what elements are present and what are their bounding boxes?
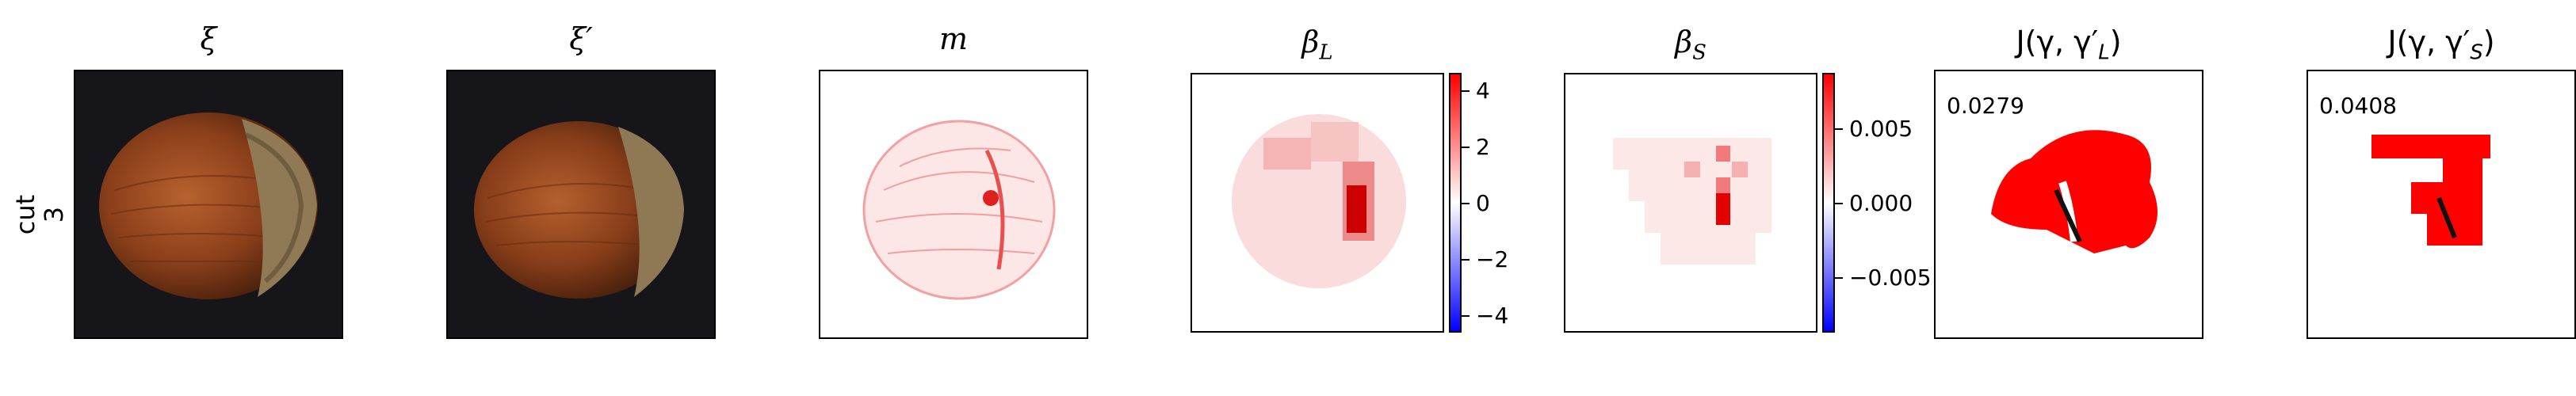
- panel-beta-l-image: [1191, 73, 1444, 333]
- beta-s-colorbar: [1822, 73, 1835, 333]
- panel-beta-s-image: [1564, 73, 1817, 333]
- beta-s-title-main: β: [1675, 25, 1693, 59]
- row-label-line1: cut: [10, 194, 40, 235]
- mask-heatmap: [862, 120, 1056, 300]
- beta-l-title-sub: L: [1319, 40, 1333, 65]
- beta-l-tick-0: 4: [1476, 78, 1490, 104]
- j-l-title-sub: L: [2098, 40, 2110, 65]
- beta-l-colorbar: [1449, 73, 1462, 333]
- panel-xi-prime-image: [446, 70, 716, 339]
- j-l-mask: [1991, 130, 2157, 253]
- beta-l-tick-4: −4: [1476, 303, 1509, 329]
- beta-s-tick-0: 0.005: [1849, 116, 1913, 142]
- beta-l-heatmap: [1232, 114, 1406, 288]
- beta-s-heatmap: [1613, 138, 1771, 265]
- panel-xi-prime-title: ξ′: [569, 21, 593, 56]
- panel-beta-s-title: βS: [1564, 27, 1817, 63]
- j-l-title-post: ): [2109, 25, 2122, 59]
- panel-j-s-image: 0.0408: [2307, 70, 2576, 339]
- j-l-title-pre: J(γ, γ′: [2016, 25, 2099, 59]
- panel-xi-image: [74, 70, 343, 339]
- j-s-title-pre: J(γ, γ′: [2387, 25, 2471, 59]
- panel-j-s-title: J(γ, γ′S): [2307, 27, 2576, 63]
- panel-m-image: [819, 70, 1088, 339]
- hazelnut-cut-image: [474, 121, 684, 299]
- beta-l-tick-3: −2: [1476, 246, 1509, 272]
- hazelnut-image: [99, 112, 318, 299]
- beta-l-tick-1: 2: [1476, 134, 1490, 160]
- j-s-title-sub: S: [2470, 40, 2483, 65]
- j-s-mask: [2372, 135, 2490, 246]
- beta-s-title-sub: S: [1692, 40, 1707, 65]
- panel-xi-title: ξ: [200, 21, 217, 56]
- j-l-score: 0.0279: [1947, 93, 2024, 119]
- row-label-line2: 3: [39, 206, 69, 223]
- beta-s-tick-2: −0.005: [1849, 265, 1932, 291]
- row-label: cut 3: [10, 170, 71, 249]
- j-s-title-post: ): [2482, 25, 2495, 59]
- panel-m-title: m: [938, 21, 969, 56]
- beta-s-tick-1: 0.000: [1849, 190, 1913, 216]
- panel-j-l-image: 0.0279: [1934, 70, 2203, 339]
- beta-l-title-main: β: [1301, 25, 1320, 59]
- j-s-score: 0.0408: [2319, 93, 2397, 119]
- panel-beta-l-title: βL: [1191, 27, 1444, 63]
- panel-j-l-title: J(γ, γ′L): [1934, 27, 2203, 63]
- beta-l-tick-2: 0: [1476, 190, 1490, 216]
